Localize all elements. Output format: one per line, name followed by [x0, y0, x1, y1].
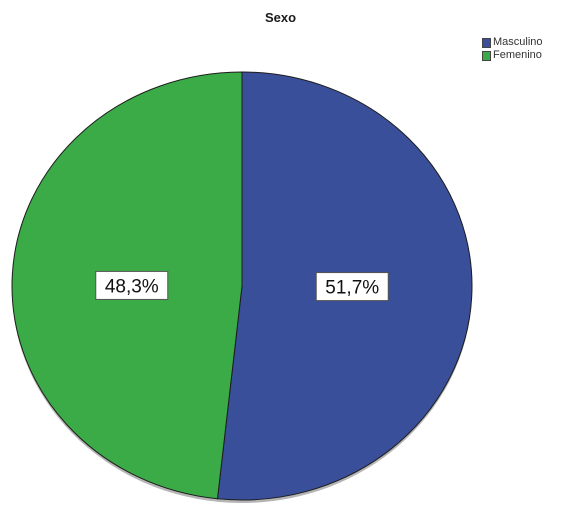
data-label-masculino: 51,7% — [315, 272, 389, 302]
data-label-box — [95, 270, 169, 300]
legend-swatch-masculino — [482, 37, 491, 48]
chart-legend: Masculino Femenino — [482, 36, 543, 62]
legend-item-femenino: Femenino — [482, 49, 543, 62]
data-label-text: 51,7% — [325, 278, 379, 299]
legend-label-masculino: Masculino — [493, 36, 543, 48]
chart-title: Sexo — [264, 10, 297, 25]
legend-item-masculino: Masculino — [482, 36, 543, 49]
data-label-box — [315, 272, 389, 302]
data-label-femenino: 48,3% — [95, 270, 169, 300]
legend-swatch-femenino — [482, 50, 491, 61]
legend-label-femenino: Femenino — [493, 49, 542, 61]
data-label-text: 48,3% — [105, 276, 159, 297]
